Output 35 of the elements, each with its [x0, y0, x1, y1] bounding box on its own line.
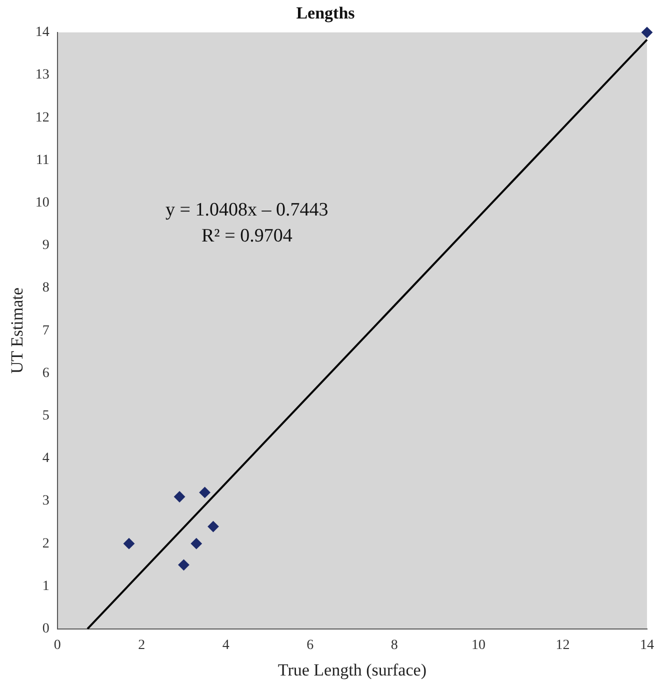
y-axis-title: UT Estimate — [8, 288, 27, 374]
y-tick-label: 6 — [42, 366, 50, 381]
x-tick-label: 4 — [222, 638, 230, 653]
y-tick-label: 3 — [42, 494, 50, 509]
y-tick-label: 13 — [35, 68, 50, 83]
x-axis-title: True Length (surface) — [278, 660, 426, 680]
point — [199, 486, 210, 498]
y-tick-label: 9 — [42, 238, 50, 254]
point — [178, 559, 190, 570]
chart-title: Lengths — [296, 4, 356, 23]
x-tick-label: 12 — [556, 638, 570, 653]
y-tick-label: 0 — [42, 621, 50, 636]
point — [190, 538, 202, 550]
y-tick-label: 12 — [35, 110, 50, 126]
y-tick-label: 5 — [42, 408, 50, 424]
x-tick-label: 6 — [306, 638, 314, 653]
point — [174, 491, 186, 502]
point — [123, 538, 134, 550]
x-tick-label: 8 — [390, 638, 398, 653]
x-tick-label: 2 — [138, 638, 146, 653]
annotation: R² = 0.9704 — [201, 226, 293, 247]
y-tick-label: 14 — [35, 25, 50, 40]
x-tick-label: 10 — [472, 638, 486, 653]
x-tick-label: 0 — [54, 638, 61, 653]
y-tick-label: 8 — [42, 280, 50, 296]
y-tick-label: 2 — [42, 536, 50, 552]
point — [642, 26, 652, 38]
y-tick-label: 7 — [42, 323, 50, 338]
x-tick-label: 14 — [640, 638, 654, 653]
y-tick-label: 4 — [42, 451, 50, 466]
point — [208, 521, 219, 532]
annotation: y = 1.0408x – 0.7443 — [166, 200, 328, 221]
y-tick-label: 10 — [35, 195, 50, 210]
y-tick-label: 11 — [36, 152, 50, 168]
y-tick-label: 1 — [42, 578, 50, 594]
